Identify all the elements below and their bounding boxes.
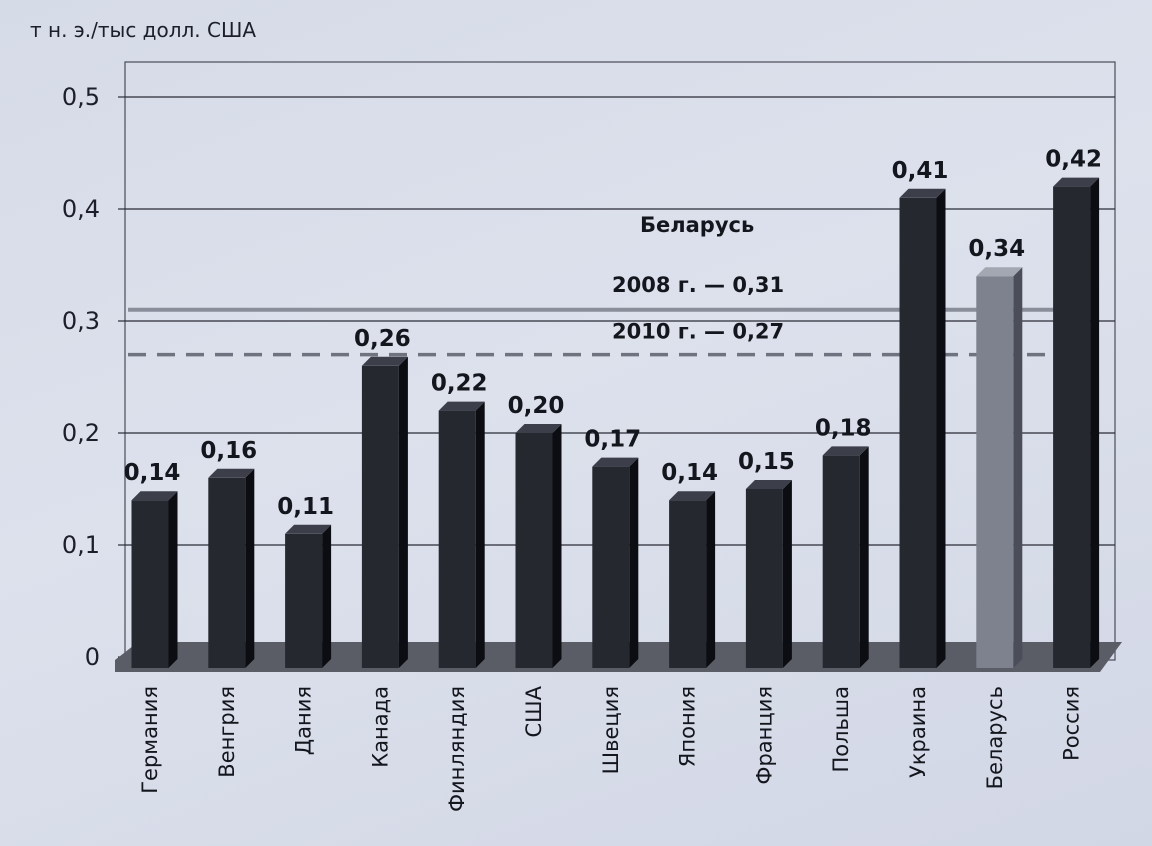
bar-side: [1090, 177, 1100, 668]
bar-side: [706, 491, 716, 668]
value-label: 0,16: [200, 438, 257, 464]
bar-8: [669, 491, 716, 668]
bar-top: [745, 480, 792, 489]
value-label: 0,14: [661, 460, 718, 486]
value-label: 0,41: [892, 158, 949, 184]
y-tick-label: 0,3: [62, 307, 100, 335]
bar-front: [669, 500, 707, 668]
category-label: Беларусь: [983, 686, 1007, 789]
y-tick-label: 0,4: [62, 195, 100, 223]
bar-4: [361, 356, 408, 668]
category-label: Дания: [292, 686, 316, 755]
category-label: Польша: [829, 686, 853, 773]
bar-side: [245, 468, 255, 668]
category-label: Россия: [1060, 686, 1084, 761]
category-label: Япония: [676, 686, 700, 767]
bar-side: [859, 446, 869, 668]
bar-9: [745, 480, 792, 668]
bar-top: [1053, 177, 1100, 187]
bar-top: [285, 524, 332, 534]
value-label: 0,11: [277, 494, 334, 520]
bar-top: [438, 401, 485, 411]
bar-3: [285, 524, 332, 668]
bar-front: [131, 500, 169, 668]
value-label: 0,15: [738, 449, 795, 475]
category-label: Германия: [138, 686, 162, 794]
y-tick-label: 0,5: [62, 83, 100, 111]
bar-top: [131, 491, 178, 501]
bar-front: [822, 455, 860, 668]
bar-side: [322, 524, 332, 668]
bar-13: [1053, 177, 1100, 668]
bar-side: [552, 424, 562, 668]
value-label: 0,17: [584, 427, 641, 453]
bar-side: [398, 356, 408, 668]
bar-2: [208, 468, 255, 668]
bar-top: [515, 424, 562, 433]
bar-front: [976, 276, 1014, 668]
bar-front: [361, 365, 399, 668]
y-tick-label: 0: [85, 643, 100, 671]
category-label: Украина: [906, 686, 930, 778]
value-labels: 0,14 0,16 0,11 0,26 0,22 0,20 0,17 0,14 0,15 0,18…: [124, 147, 1102, 520]
value-label: 0,42: [1045, 147, 1102, 173]
bar-front: [285, 533, 323, 668]
category-label: Венгрия: [215, 686, 239, 778]
bar-front: [208, 477, 246, 668]
y-tick-label: 0,2: [62, 419, 100, 447]
category-label: Канада: [368, 686, 392, 768]
bar-front: [438, 410, 476, 668]
y-tick-label: 0,1: [62, 531, 100, 559]
bar-top: [669, 491, 716, 501]
reference-line-label: 2010 г. — 0,27: [612, 320, 784, 344]
reference-title: Беларусь: [640, 213, 754, 237]
bar-top: [822, 446, 869, 456]
reference-line-label: 2008 г. — 0,31: [612, 273, 784, 297]
value-label: 0,18: [815, 415, 872, 441]
bar-1: [131, 491, 178, 668]
bar-top: [592, 457, 639, 467]
bar-front: [515, 433, 553, 668]
value-label: 0,26: [354, 326, 411, 352]
bar-12: [976, 267, 1023, 668]
y-axis-ticks: 0 0,1 0,2 0,3 0,4 0,5: [62, 83, 125, 671]
bar-7: [592, 457, 639, 668]
bar-11: [899, 188, 946, 669]
bar-top: [208, 468, 255, 478]
value-label: 0,14: [124, 460, 181, 486]
bars: [131, 177, 1100, 669]
category-labels: Германия Венгрия Дания Канада Финляндия США Шв…: [138, 685, 1084, 812]
bar-side: [629, 457, 639, 668]
bar-5: [438, 401, 485, 668]
bar-front: [745, 489, 783, 668]
category-label: США: [522, 685, 546, 737]
bar-front: [1053, 186, 1091, 668]
category-label: Франция: [752, 686, 776, 785]
bar-side: [936, 188, 946, 669]
bar-top: [361, 356, 408, 366]
value-label: 0,22: [431, 371, 488, 397]
bar-front: [592, 466, 630, 668]
y-unit-label: т н. э./тыс долл. США: [30, 18, 256, 42]
value-label: 0,34: [968, 236, 1025, 262]
bar-10: [822, 446, 869, 668]
bar-side: [782, 480, 792, 668]
bar-front: [899, 197, 937, 669]
bar-side: [1013, 267, 1023, 668]
bar-side: [475, 401, 485, 668]
bar-side: [168, 491, 178, 668]
category-label: Финляндия: [445, 686, 469, 812]
bar-top: [899, 188, 946, 198]
bar-6: [515, 424, 562, 668]
gridlines: [125, 96, 1115, 546]
bar-top: [976, 267, 1023, 277]
category-label: Швеция: [599, 686, 623, 774]
value-label: 0,20: [508, 393, 565, 419]
